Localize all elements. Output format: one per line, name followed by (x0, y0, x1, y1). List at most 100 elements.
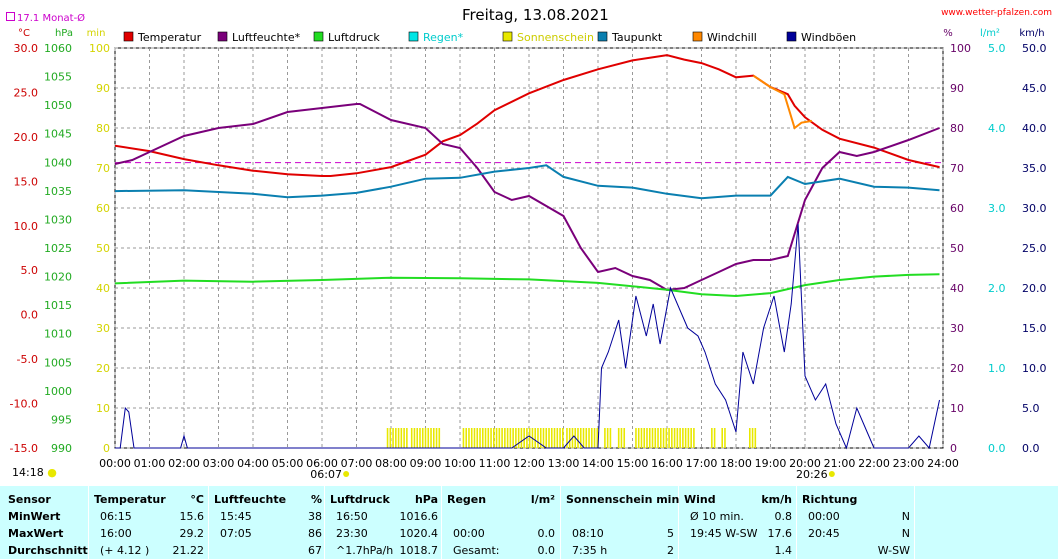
stats-time: 20:45 (808, 527, 840, 540)
stats-time: 07:05 (220, 527, 252, 540)
stats-header: Sensor (8, 493, 51, 506)
temperature-tick: -5.0 (17, 353, 38, 366)
series-luftdruck (114, 273, 940, 298)
stats-separator (560, 486, 561, 559)
series-windchill (752, 74, 813, 130)
stats-time: (+ 4.12 ) (100, 544, 150, 557)
pressure-tick: 1045 (44, 128, 72, 141)
pressure-tick: 1040 (44, 156, 72, 169)
site-link[interactable]: www.wetter-pfalzen.com (941, 8, 1052, 18)
rain-tick: 1.0 (988, 362, 1006, 375)
sunshine-tick: 20 (96, 362, 110, 375)
stats-value: 0.0 (537, 527, 556, 540)
sunshine-tick: 70 (96, 162, 110, 175)
x-tick: 18:00 (720, 457, 752, 470)
x-tick: 15:00 (617, 457, 649, 470)
stats-value: W-SW (877, 544, 910, 557)
legend-label: Taupunkt (611, 31, 663, 44)
x-tick: 22:00 (858, 457, 890, 470)
start-time: 14:18 ● (12, 466, 57, 479)
sunshine-tick: 0 (103, 442, 110, 455)
stats-time: 15:45 (220, 510, 252, 523)
stats-value: 0.8 (774, 510, 793, 523)
legend-swatch (313, 31, 324, 42)
stats-value: N (901, 527, 910, 540)
stats-time: 23:30 (336, 527, 368, 540)
unit-pressure: hPa (55, 28, 73, 39)
sunshine-tick: 100 (89, 42, 110, 55)
humidity-tick: 20 (950, 362, 964, 375)
stats-unit: km/h (761, 493, 792, 506)
temperature-tick: -10.0 (10, 398, 38, 411)
x-tick: 13:00 (548, 457, 580, 470)
stats-separator (796, 486, 797, 559)
axes: 30.0 25.0 20.0 15.0 10.0 5.0 0.0 -5.0 -10.0 -15.0… (10, 28, 1047, 481)
humidity-tick: 80 (950, 122, 964, 135)
stats-value: 1.4 (774, 544, 793, 557)
monthly-average-label: 17.1 Monat-Ø (6, 12, 85, 24)
legend-label: Temperatur (137, 31, 202, 44)
stats-header: Regen (447, 493, 487, 506)
stats-unit: l/m² (530, 493, 555, 506)
wind-tick: 5.0 (1022, 402, 1040, 415)
stats-row-label: Durchschnitt (8, 544, 88, 557)
pressure-tick: 995 (51, 413, 72, 426)
rain-tick: 5.0 (988, 42, 1006, 55)
stats-unit: % (310, 493, 322, 506)
stats-separator (441, 486, 442, 559)
humidity-tick: 50 (950, 242, 964, 255)
sunset-icon (828, 471, 835, 477)
pressure-tick: 1035 (44, 185, 72, 198)
pressure-tick: 1020 (44, 271, 72, 284)
pressure-tick: 1000 (44, 385, 72, 398)
legend-swatch (408, 31, 419, 42)
pressure-tick: 1015 (44, 299, 72, 312)
legend: Temperatur Luftfeuchte* Luftdruck Regen* Son… (123, 31, 856, 44)
rain-tick: 2.0 (988, 282, 1006, 295)
unit-temperature: °C (18, 28, 30, 39)
pressure-tick: 1030 (44, 213, 72, 226)
stats-header: Temperatur (94, 493, 166, 506)
stats-separator (324, 486, 325, 559)
stats-value: 1018.7 (399, 544, 439, 557)
x-tick: 01:00 (134, 457, 166, 470)
legend-label: Luftfeuchte* (232, 31, 301, 44)
x-tick: 09:00 (410, 457, 442, 470)
sunset-label: 20:26 (796, 468, 828, 481)
stats-row-label: MaxWert (8, 527, 64, 540)
stats-time: 16:00 (100, 527, 132, 540)
wind-tick: 35.0 (1022, 162, 1047, 175)
legend-label: Windchill (707, 31, 757, 44)
wind-tick: 50.0 (1022, 42, 1047, 55)
sunshine-tick: 30 (96, 322, 110, 335)
stats-value: 1016.6 (399, 510, 439, 523)
stats-value: N (901, 510, 910, 523)
temperature-tick: 5.0 (21, 264, 39, 277)
legend-swatch (786, 31, 797, 42)
stats-header: Sonnenschein min (566, 493, 680, 506)
x-tick: 02:00 (168, 457, 200, 470)
x-tick: 00:00 (99, 457, 131, 470)
legend-swatch (217, 31, 228, 42)
stats-value: 21.22 (172, 544, 205, 557)
humidity-tick: 70 (950, 162, 964, 175)
weather-chart: 30.0 25.0 20.0 15.0 10.0 5.0 0.0 -5.0 -10.0 -15.0… (10, 28, 1047, 481)
x-tick: 16:00 (651, 457, 683, 470)
sunshine-tick: 80 (96, 122, 110, 135)
stats-header: Luftdruck (330, 493, 390, 506)
stats-time: 00:00 (453, 527, 485, 540)
wind-tick: 0.0 (1022, 442, 1040, 455)
stats-separator (88, 486, 89, 559)
x-tick: 20:00 (789, 457, 821, 470)
wind-tick: 15.0 (1022, 322, 1047, 335)
legend-swatch (123, 31, 134, 42)
x-tick: 05:00 (272, 457, 304, 470)
stats-value: 38 (308, 510, 322, 523)
stats-time: 16:50 (336, 510, 368, 523)
stats-time: 08:10 (572, 527, 604, 540)
stats-value: 67 (308, 544, 322, 557)
stats-separator (678, 486, 679, 559)
stats-time: 7:35 h (572, 544, 608, 557)
temperature-tick: 10.0 (14, 220, 39, 233)
sunshine-tick: 40 (96, 282, 110, 295)
